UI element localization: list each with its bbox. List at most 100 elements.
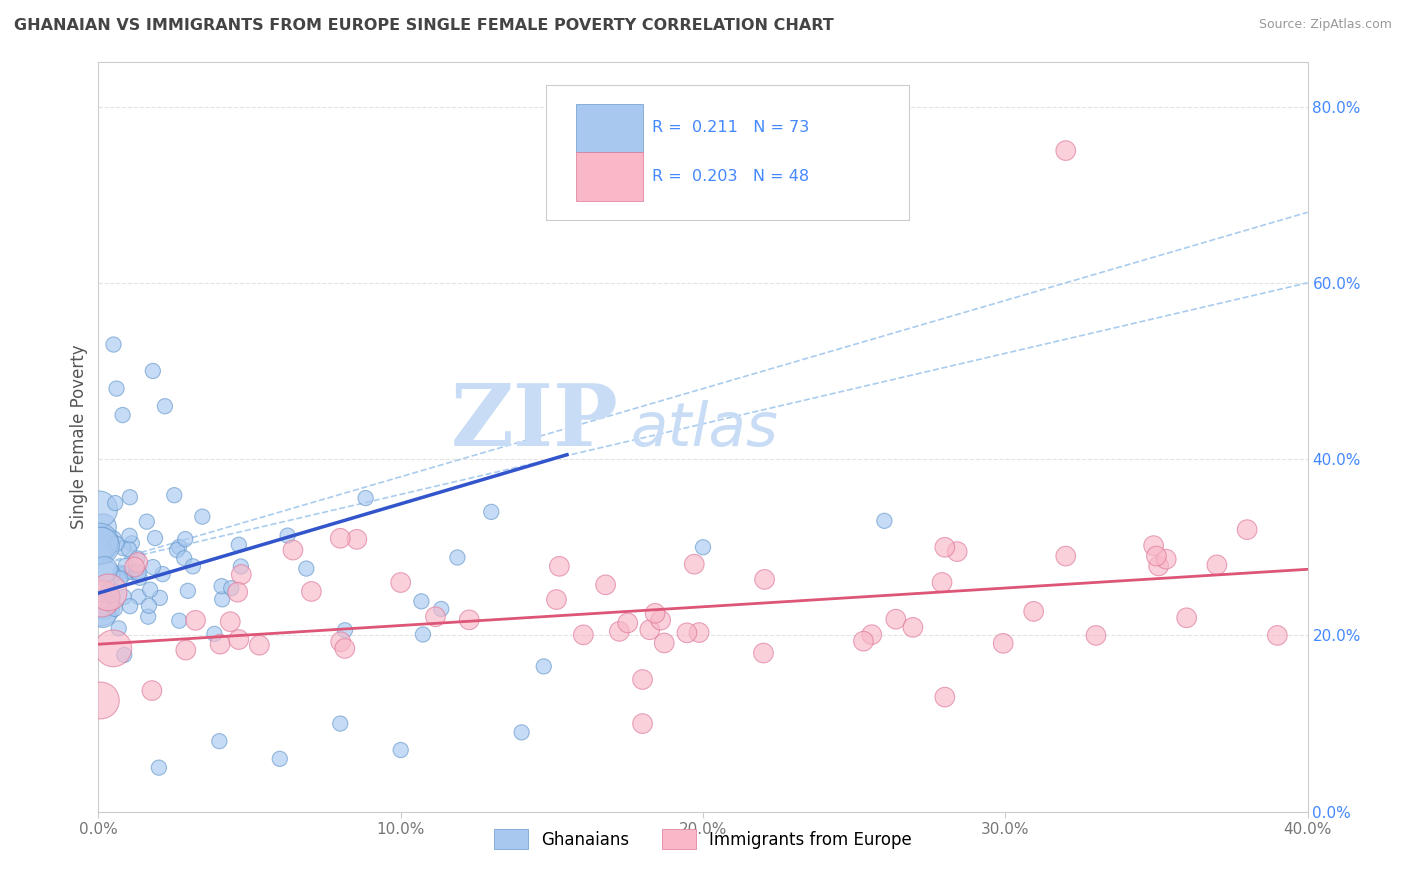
Y-axis label: Single Female Poverty: Single Female Poverty [70,345,89,529]
Point [101,589,124,603]
Point [163,488,186,502]
Point [118,542,141,557]
Point [572,628,595,642]
Point [89,534,111,549]
Point [96,567,118,582]
Point [121,565,143,579]
Text: R =  0.203   N = 48: R = 0.203 N = 48 [652,169,810,184]
Point [97,584,120,599]
Point [153,399,176,413]
Point [1085,628,1108,642]
Point [128,566,150,580]
Point [333,641,356,656]
Point [87,538,110,552]
Point [128,590,150,604]
Point [991,636,1014,650]
FancyBboxPatch shape [576,153,643,201]
Point [228,632,250,647]
Point [91,520,114,534]
Point [411,594,433,608]
Point [631,716,654,731]
Point [229,559,252,574]
Point [181,559,204,574]
Point [184,613,207,627]
Point [104,496,127,510]
Point [127,556,149,570]
Point [121,536,143,550]
Point [142,364,165,378]
Point [112,590,135,604]
Point [479,505,502,519]
Point [204,627,226,641]
Point [1175,611,1198,625]
Point [295,561,318,575]
Point [1142,539,1164,553]
Point [87,502,110,516]
Point [90,539,112,553]
Point [105,382,128,396]
Point [112,648,135,662]
Point [389,575,412,590]
Point [1022,604,1045,618]
Point [533,659,555,673]
Point [650,613,672,627]
Point [167,540,190,554]
Point [148,761,170,775]
Point [211,579,233,593]
Point [103,337,125,351]
Point [752,646,775,660]
Point [149,591,172,605]
Point [754,573,776,587]
Point [111,408,134,422]
Point [946,544,969,558]
Point [638,623,661,637]
Point [873,514,896,528]
Point [510,725,533,739]
Point [174,532,197,546]
Point [127,551,149,566]
Point [124,560,146,574]
Point [139,582,162,597]
Point [103,641,125,656]
Point [412,627,434,641]
Point [595,578,617,592]
Point [247,638,270,652]
Point [1206,558,1229,572]
Point [136,609,159,624]
Point [228,538,250,552]
Point [167,614,190,628]
Point [329,716,352,731]
Point [652,636,675,650]
Point [1147,558,1170,573]
Point [458,613,481,627]
FancyBboxPatch shape [546,85,908,219]
Point [90,600,112,615]
Point [141,683,163,698]
Point [173,551,195,566]
Point [97,531,120,545]
Point [93,599,115,614]
Point [692,541,714,555]
Point [90,693,112,707]
Point [446,550,468,565]
Point [103,532,125,546]
Point [548,559,571,574]
Point [120,599,142,614]
Point [219,581,242,595]
Point [546,592,568,607]
Text: ZIP: ZIP [450,380,619,464]
Point [110,566,132,580]
Point [329,531,352,545]
Point [425,609,447,624]
Point [104,602,127,616]
Point [1267,628,1289,642]
Point [152,567,174,582]
Point [219,615,242,629]
Point [631,673,654,687]
Text: R =  0.211   N = 73: R = 0.211 N = 73 [652,120,810,135]
Point [107,621,129,635]
Point [138,599,160,613]
Point [125,565,148,579]
Point [354,491,377,505]
Point [934,690,956,705]
